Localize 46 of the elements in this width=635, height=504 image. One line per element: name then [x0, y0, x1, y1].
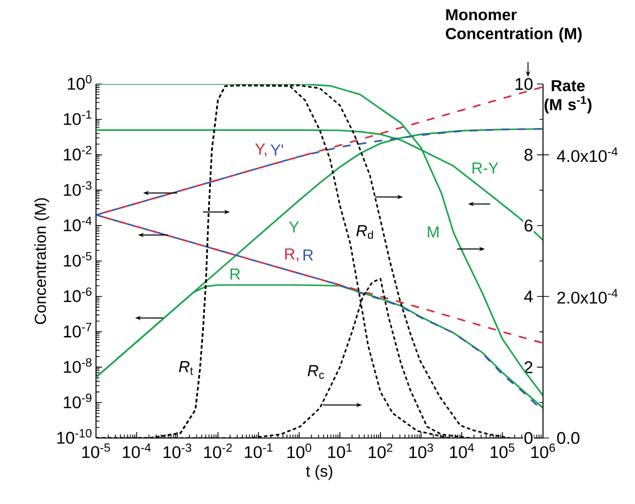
y-tick-label: 10$^{-5}$ [64, 252, 92, 267]
x-tick-label: 10$^{5}$ [490, 444, 514, 458]
y-tick-label: 10$^{-3}$ [64, 181, 92, 196]
y-tick-label: 10$^{-8}$ [64, 358, 92, 373]
x-tick-label: 10$^{0}$ [288, 444, 312, 458]
y3-tick-label: 2.0x10$^{-4}$ [557, 289, 618, 304]
x-tick-label: 10$^{2}$ [368, 444, 392, 458]
series-label: R [230, 268, 240, 280]
y2-tick-label: 8 [524, 148, 532, 161]
y-tick-label: 10$^{0}$ [68, 75, 92, 90]
y3-axis-title: Rate (M s$^{-1}$) [544, 80, 592, 114]
x-tick-label: 10$^{3}$ [409, 444, 434, 458]
y2-axis-title: Monomer Concentration (M) [446, 9, 582, 42]
x-tick-label: 10$^{1}$ [328, 444, 352, 458]
series-label: R-Y [472, 162, 498, 174]
y3-tick-label: 0.0 [557, 432, 580, 444]
y-tick-label: 10$^{-9}$ [64, 394, 92, 408]
y2-tick-label: 4 [524, 290, 533, 302]
series-label: R$_{c}$ [308, 365, 324, 379]
x-tick-label: 10$^{-3}$ [164, 444, 192, 458]
x-tick-label: 10$^{-5}$ [82, 444, 110, 458]
x-axis-title: t (s) [306, 465, 332, 480]
series-label: R, [285, 248, 298, 262]
series-label: R$_{t}$ [178, 361, 193, 375]
y2-tick-label: 6 [524, 220, 532, 232]
y-tick-label: 10$^{-1}$ [64, 110, 92, 126]
series-label: Y [289, 222, 299, 232]
y-tick-label: 10$^{-10}$ [57, 429, 92, 444]
y-tick-label: 10$^{-4}$ [64, 216, 92, 232]
series-label: Y' [270, 144, 284, 156]
y2-tick-label: 0 [524, 432, 533, 444]
y2-tick-label: 10 [516, 78, 533, 90]
x-tick-label: 10$^{-1}$ [244, 444, 272, 458]
x-tick-label: 10$^{-2}$ [204, 444, 232, 458]
y-axis-title: Concentration (M) [34, 198, 50, 324]
series-label: Y, [255, 143, 266, 156]
x-tick-label: 10$^{-4}$ [122, 444, 151, 458]
y-tick-label: 10$^{-6}$ [64, 287, 92, 302]
y3-tick-label: 4.0x10$^{-4}$ [556, 148, 618, 162]
x-tick-label: 10$^{4}$ [450, 444, 474, 458]
series-label: R [304, 250, 313, 260]
series-label: R$_{d}$ [356, 225, 373, 239]
x-tick-label: 10$^{6}$ [531, 444, 555, 458]
y-tick-label: 10$^{-7}$ [64, 322, 92, 338]
y-tick-label: 10$^{-2}$ [64, 146, 92, 161]
series-label: M [428, 226, 438, 238]
